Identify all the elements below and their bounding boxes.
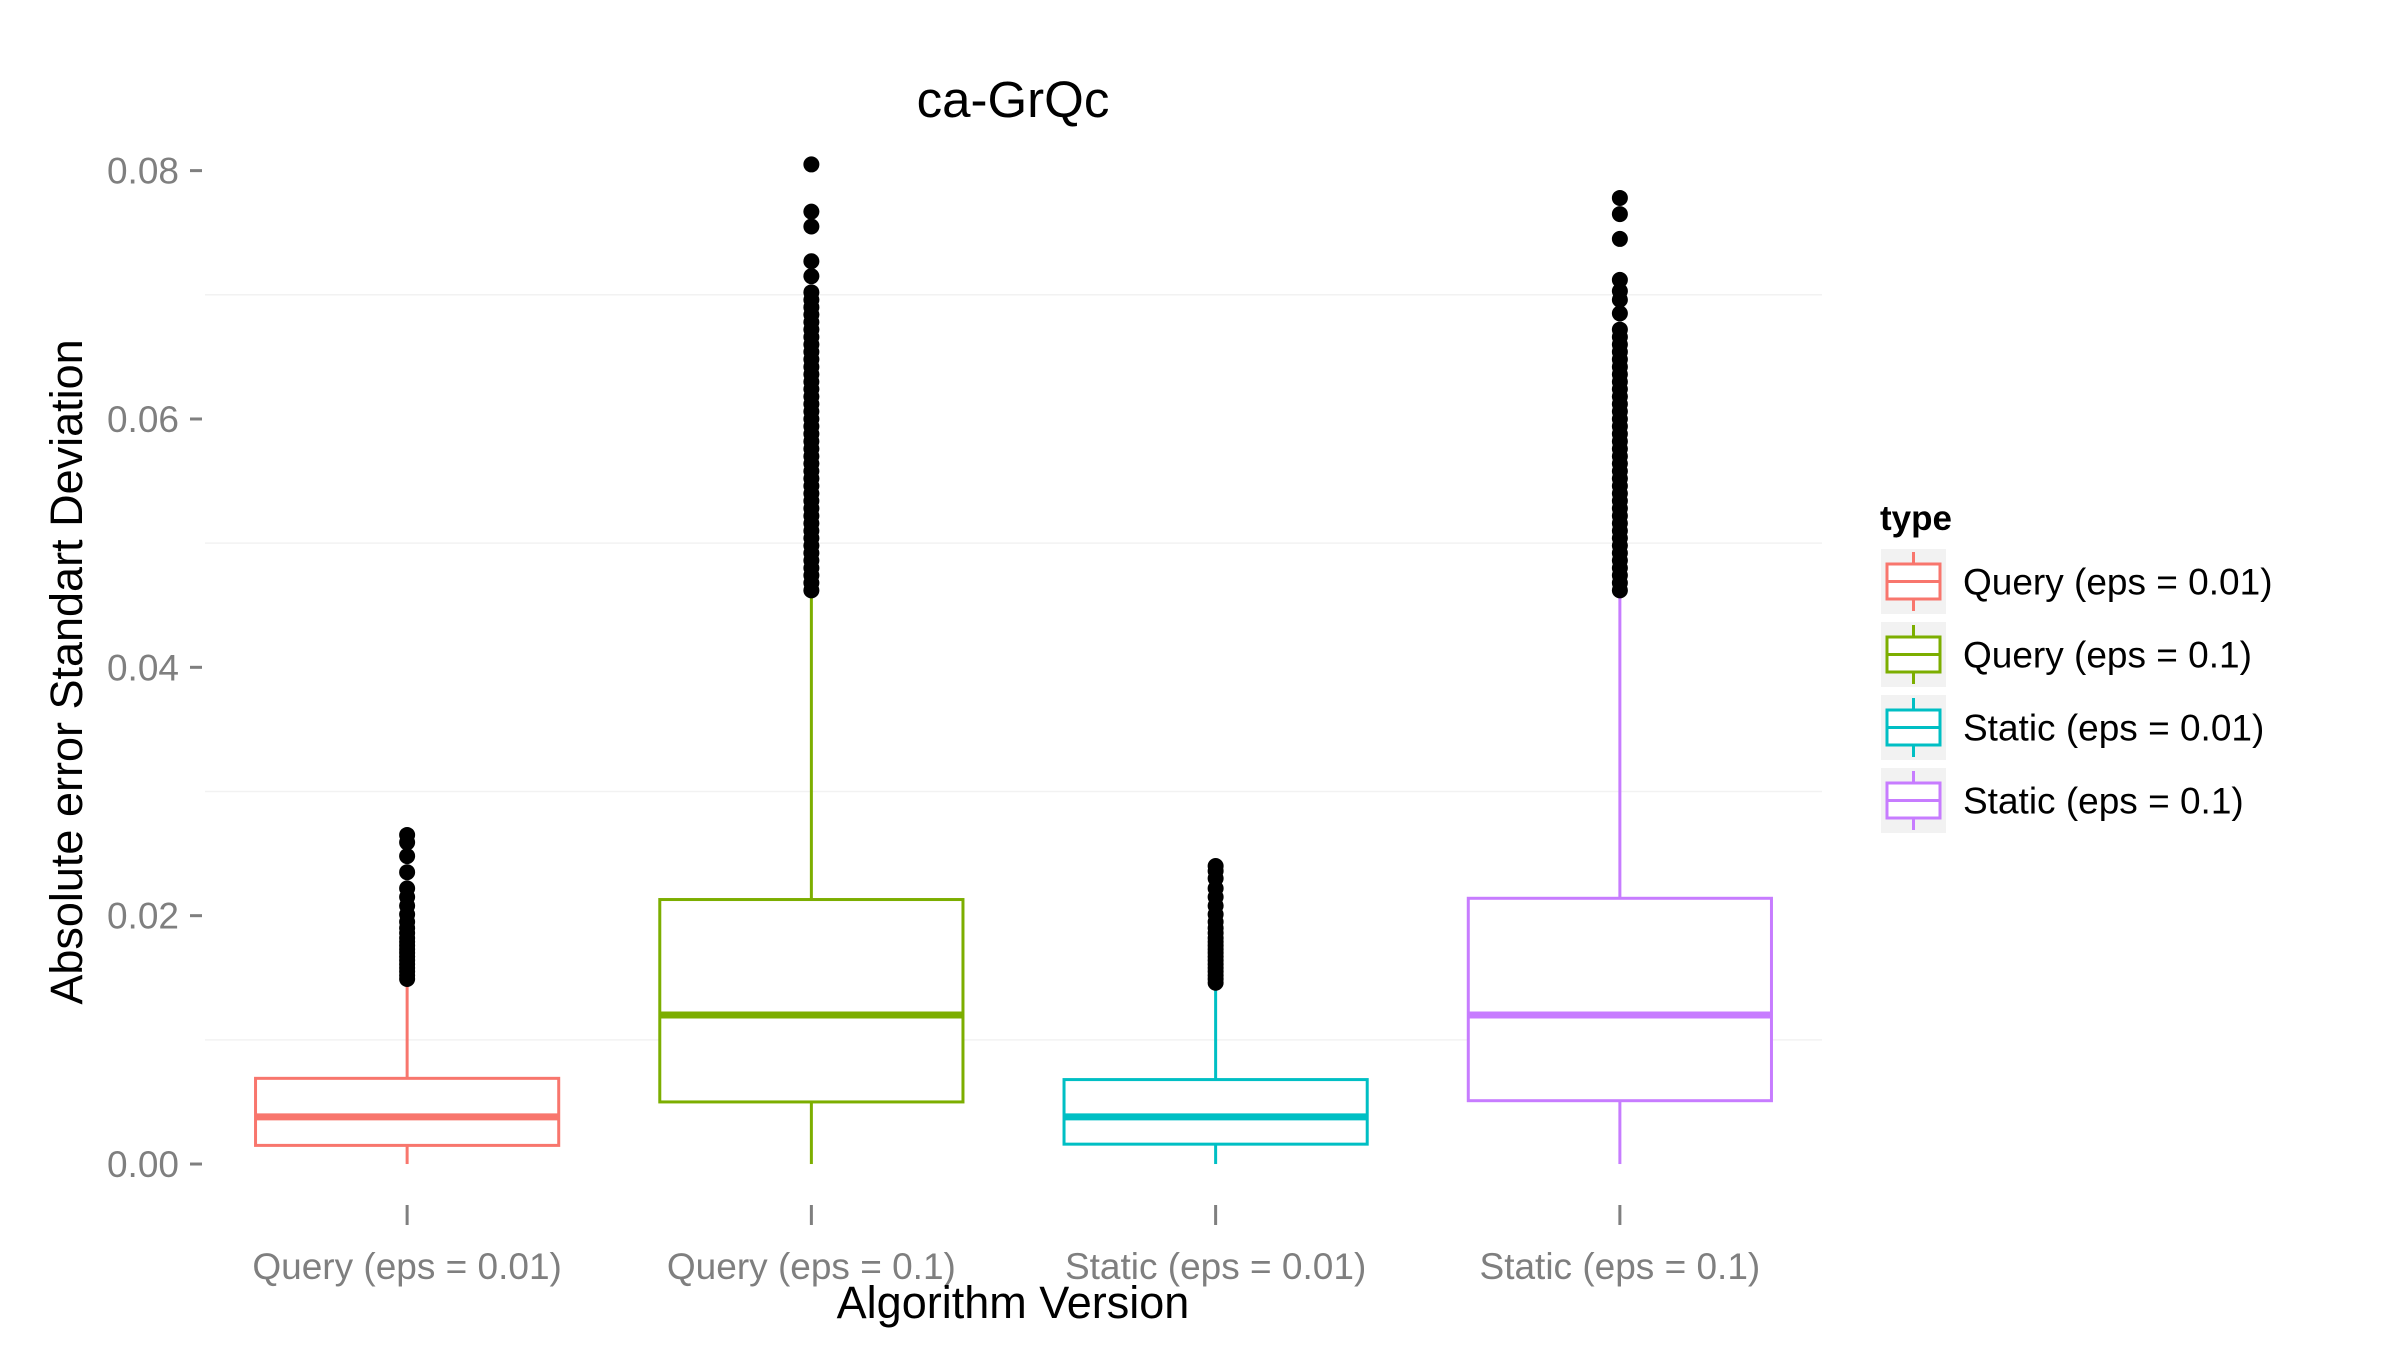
- outlier-point: [803, 218, 820, 235]
- x-axis-title: Algorithm Version: [837, 1277, 1190, 1328]
- outlier-point: [399, 880, 416, 897]
- box: [254, 1076, 561, 1147]
- outlier-point: [803, 268, 820, 285]
- outlier-point: [803, 284, 820, 301]
- legend-title: type: [1880, 499, 1952, 538]
- outlier-point: [1611, 271, 1628, 288]
- outlier-point: [1611, 283, 1628, 300]
- y-tick-label: 0.04: [107, 647, 179, 688]
- box-group: [1062, 858, 1369, 1165]
- x-tick-label: Static (eps = 0.1): [1480, 1246, 1761, 1287]
- y-tick-label: 0.02: [107, 896, 179, 937]
- outlier-point: [1611, 305, 1628, 322]
- x-axis: Query (eps = 0.01) Query (eps = 0.1) Stati…: [252, 1205, 1760, 1287]
- legend: type Query (eps = 0.01) Query (eps = 0.1)…: [1879, 499, 2273, 835]
- y-tick-label: 0.00: [107, 1144, 179, 1185]
- outlier-point: [803, 203, 820, 220]
- outlier-point: [1611, 230, 1628, 247]
- outlier-point: [1611, 189, 1628, 206]
- plot-panel: [205, 156, 1822, 1165]
- y-tick-label: 0.08: [107, 151, 179, 192]
- x-tick-label: Static (eps = 0.01): [1065, 1246, 1366, 1287]
- outlier-point: [1611, 206, 1628, 223]
- legend-label: Static (eps = 0.01): [1963, 708, 2264, 749]
- legend-label: Query (eps = 0.1): [1963, 635, 2252, 676]
- legend-label: Query (eps = 0.01): [1963, 562, 2273, 603]
- outlier-point: [803, 253, 820, 270]
- outlier-point: [399, 826, 416, 843]
- outlier-point: [399, 848, 416, 865]
- legend-label: Static (eps = 0.1): [1963, 781, 2244, 822]
- box: [658, 898, 965, 1104]
- y-axis-title: Absolute error Standart Deviation: [41, 339, 92, 1004]
- x-tick-label: Query (eps = 0.1): [667, 1246, 956, 1287]
- outlier-point: [803, 156, 820, 173]
- legend-key: [1879, 547, 1948, 616]
- legend-key: [1879, 620, 1948, 689]
- outlier-point: [1611, 321, 1628, 338]
- x-tick-label: Query (eps = 0.01): [252, 1246, 562, 1287]
- box-group: [1466, 189, 1773, 1165]
- outlier-point: [399, 864, 416, 881]
- box: [1466, 896, 1773, 1103]
- box-group: [254, 826, 561, 1165]
- outlier-point: [1207, 858, 1224, 875]
- chart-title: ca-GrQc: [917, 71, 1110, 128]
- y-axis: 0.00 0.02 0.04 0.06 0.08: [107, 151, 202, 1185]
- legend-key: [1879, 693, 1948, 762]
- box-group: [658, 156, 965, 1165]
- box: [1062, 1078, 1369, 1146]
- legend-key: [1879, 766, 1948, 835]
- y-tick-label: 0.06: [107, 399, 179, 440]
